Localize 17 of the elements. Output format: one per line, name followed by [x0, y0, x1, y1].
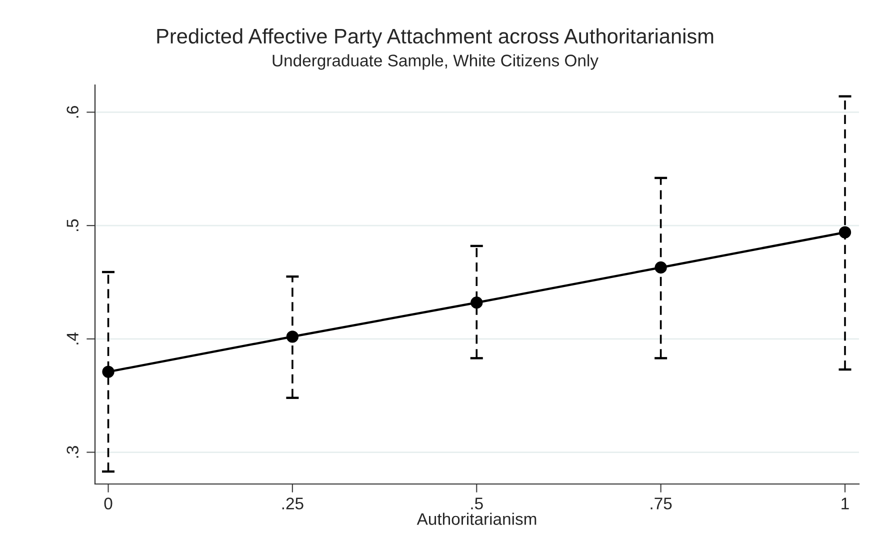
y-tick-label: .3: [66, 446, 79, 458]
point: [654, 261, 667, 274]
y-tick-label: .6: [66, 106, 79, 118]
x-tick-label: .75: [650, 498, 672, 510]
y-tick-label: .4: [66, 332, 78, 344]
x-tick-label: .25: [282, 498, 304, 510]
y-tick-label: .5: [66, 219, 79, 231]
x-tick-label: .5: [471, 498, 483, 510]
x-axis-title: Authoritarianism: [416, 512, 536, 525]
point: [838, 226, 852, 238]
chart-title: Predicted Affective Party Attachment across Authoritarianism: [157, 28, 714, 48]
point: [102, 366, 114, 378]
x-tick-label: 0: [104, 498, 112, 510]
x-tick-label: 1: [842, 498, 849, 510]
point: [286, 330, 299, 343]
point: [470, 296, 483, 309]
chart-subtitle: Undergraduate Sample, White Citizens Only: [272, 54, 598, 70]
